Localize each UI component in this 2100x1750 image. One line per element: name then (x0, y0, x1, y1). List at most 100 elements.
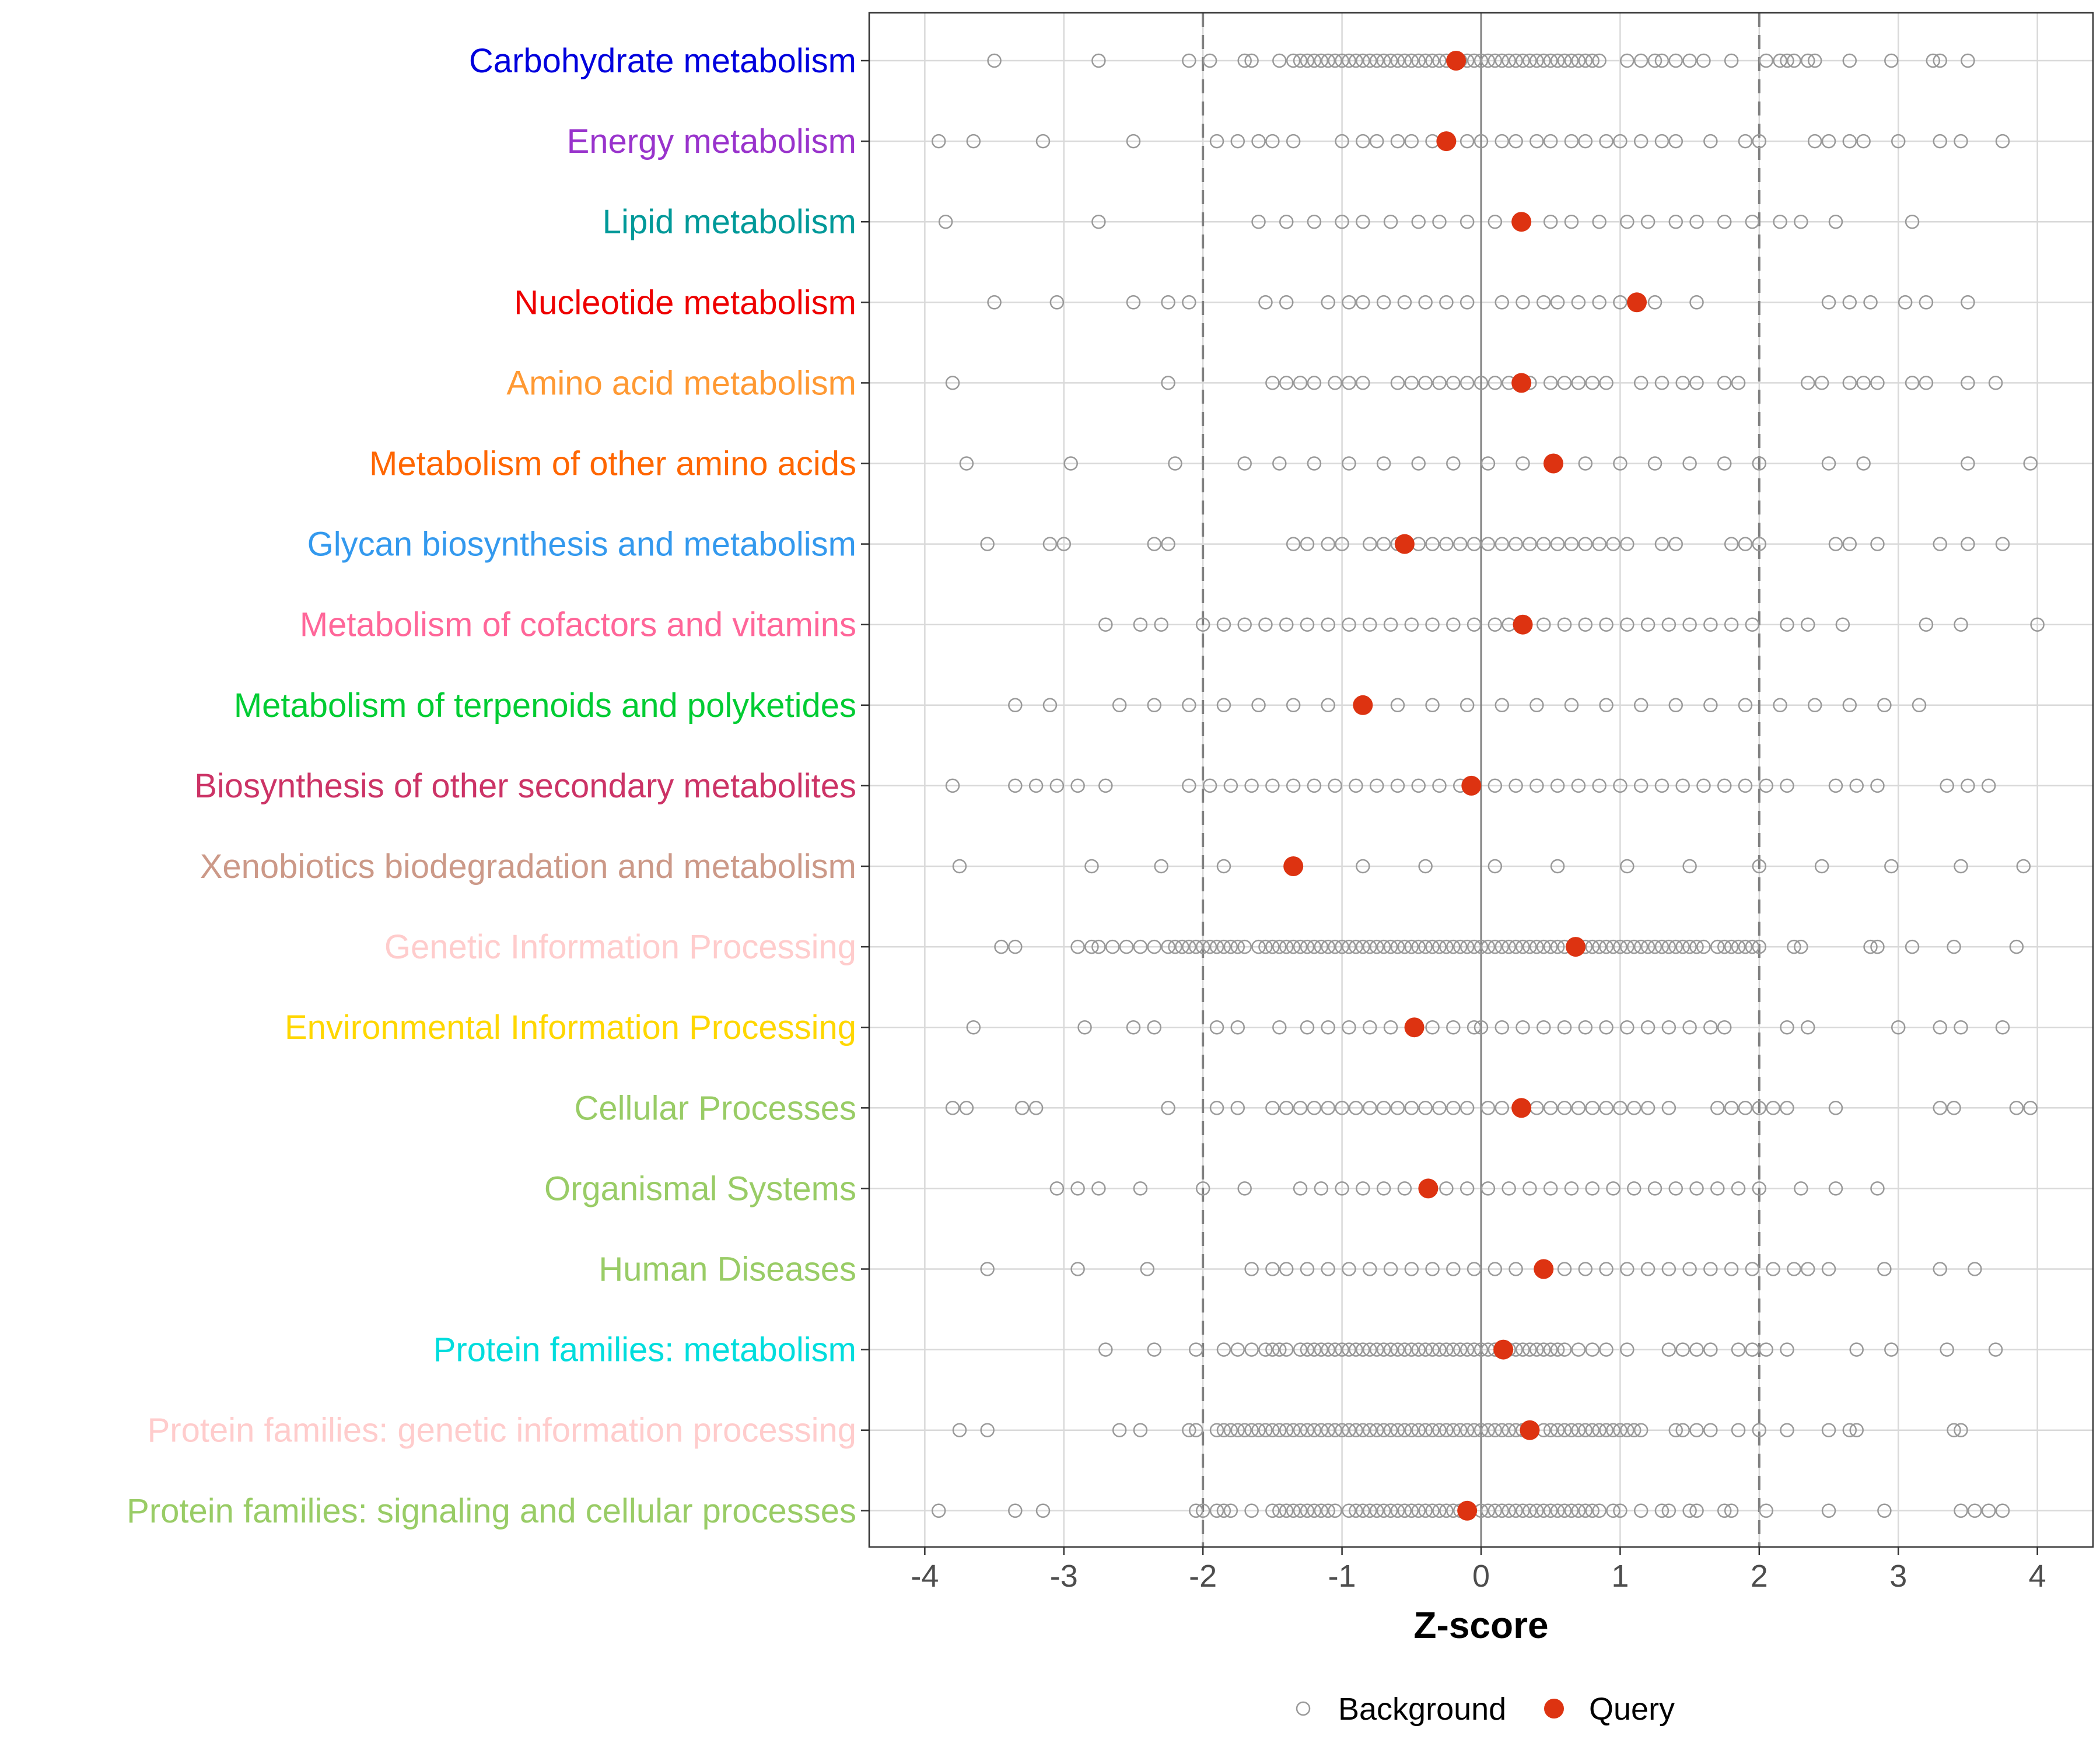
background-point (1216, 698, 1231, 713)
background-point (1307, 778, 1322, 793)
background-point (1049, 1181, 1065, 1196)
background-point (1724, 1101, 1739, 1115)
category-label: Cellular Processes (574, 1089, 856, 1127)
background-point (1717, 778, 1732, 793)
background-point (1342, 1342, 1356, 1357)
category-label: Protein families: metabolism (433, 1331, 856, 1369)
background-point (1383, 1020, 1398, 1035)
background-point (931, 134, 946, 149)
category-label: Nucleotide metabolism (514, 284, 856, 321)
background-point (1787, 939, 1801, 954)
background-point (1321, 53, 1335, 68)
background-point (1522, 939, 1537, 954)
background-point (1335, 53, 1349, 68)
background-point (1585, 1342, 1600, 1357)
background-point (1293, 939, 1308, 954)
background-point (1557, 376, 1572, 390)
background-point (1557, 1503, 1572, 1518)
background-point (1314, 1181, 1329, 1196)
background-point (1954, 1020, 1968, 1035)
background-point (1724, 939, 1739, 954)
background-point (1349, 1101, 1363, 1115)
background-point (1842, 698, 1857, 713)
background-point (1182, 53, 1196, 68)
background-point (1522, 1342, 1537, 1357)
background-point (1717, 376, 1732, 390)
background-point (1668, 939, 1684, 954)
background-point (1286, 1503, 1301, 1518)
background-point (1383, 617, 1398, 632)
background-point (1202, 778, 1217, 793)
background-point (1738, 698, 1753, 713)
background-point (1814, 859, 1829, 874)
background-point (1627, 1181, 1642, 1196)
background-point (1995, 537, 2010, 551)
background-point (1606, 1503, 1620, 1518)
x-tick-label: 4 (2029, 1559, 2046, 1594)
background-point (1300, 1020, 1315, 1035)
background-point (1731, 1423, 1746, 1437)
background-point (1578, 617, 1593, 632)
background-point (1480, 1423, 1496, 1437)
background-point (1731, 939, 1746, 954)
background-point (980, 537, 995, 551)
background-point (1432, 1101, 1447, 1115)
background-point (1237, 939, 1252, 954)
background-point (966, 1020, 981, 1035)
background-point (1446, 939, 1461, 954)
background-point (1592, 1503, 1606, 1518)
background-point (1432, 53, 1447, 68)
background-point (1376, 1181, 1391, 1196)
background-point (1286, 939, 1301, 954)
background-point (1432, 1503, 1447, 1518)
category-label: Metabolism of other amino acids (369, 445, 856, 483)
x-tick-label: 1 (1611, 1559, 1629, 1594)
background-point (1682, 939, 1697, 954)
background-point (1209, 939, 1224, 954)
background-point (1411, 456, 1426, 471)
background-point (1550, 537, 1565, 551)
background-point (1369, 939, 1384, 954)
background-point (1550, 778, 1565, 793)
background-point (1717, 1503, 1732, 1518)
background-point (1077, 1020, 1092, 1035)
background-point (1954, 1503, 1968, 1518)
background-point (1801, 53, 1815, 68)
background-point (1543, 1101, 1558, 1115)
background-point (1328, 939, 1342, 954)
background-point (1335, 1342, 1349, 1357)
background-point (1216, 1423, 1231, 1437)
background-point (1418, 376, 1433, 390)
background-point (1585, 376, 1600, 390)
background-point (1606, 939, 1620, 954)
background-point (1502, 53, 1516, 68)
background-point (980, 1262, 995, 1276)
background-point (1488, 376, 1503, 390)
background-point (1265, 1423, 1280, 1437)
background-point (1480, 939, 1496, 954)
background-point (1209, 1503, 1224, 1518)
background-point (1251, 1423, 1266, 1437)
background-point (1446, 1020, 1461, 1035)
background-point (2009, 1101, 2024, 1115)
background-point (1147, 698, 1161, 713)
background-point (1682, 1020, 1697, 1035)
background-point (1168, 456, 1182, 471)
background-point (959, 1101, 974, 1115)
background-point (1564, 698, 1579, 713)
background-point (1633, 376, 1648, 390)
background-point (1356, 1503, 1370, 1518)
background-point (1397, 1342, 1412, 1357)
category-label: Glycan biosynthesis and metabolism (307, 526, 856, 564)
background-point (994, 939, 1009, 954)
background-point (1543, 1181, 1558, 1196)
background-point (931, 1503, 946, 1518)
background-point (1425, 1020, 1440, 1035)
background-point (1286, 53, 1301, 68)
background-point (945, 376, 960, 390)
query-point (1446, 51, 1466, 71)
background-point (1703, 617, 1718, 632)
background-point (1640, 1262, 1656, 1276)
background-point (1439, 939, 1454, 954)
background-point (1682, 53, 1697, 68)
